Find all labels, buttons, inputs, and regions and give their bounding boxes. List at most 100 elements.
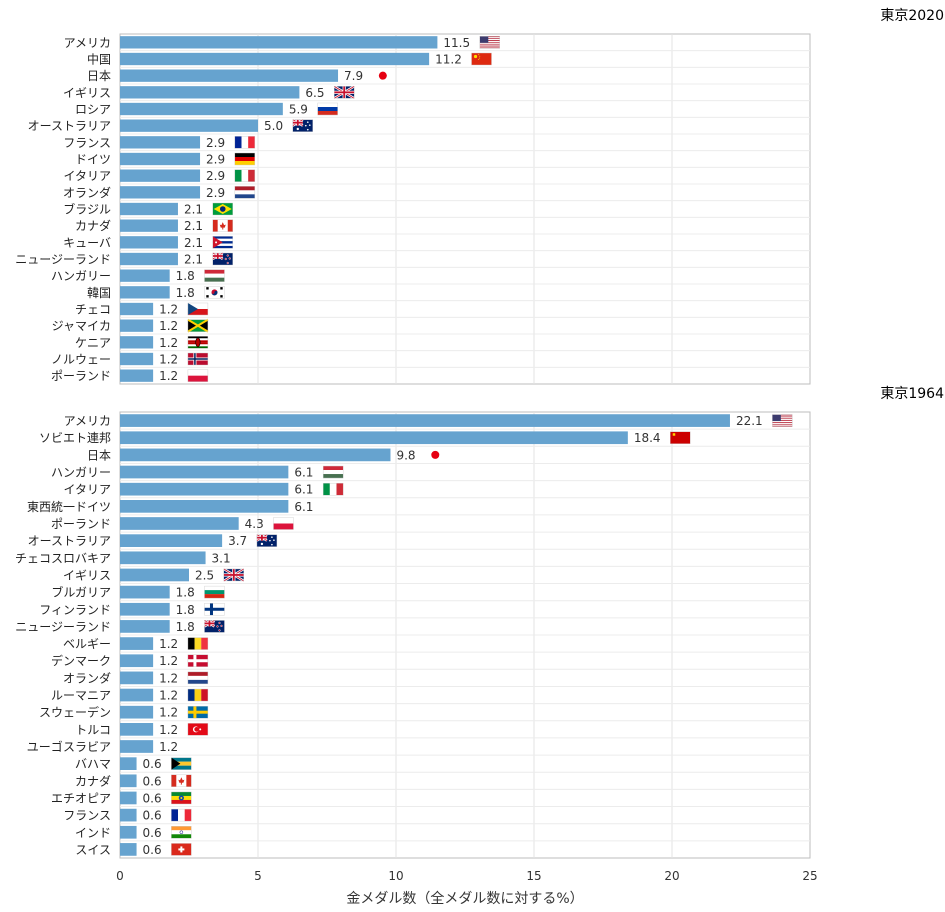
data-label: 1.2 xyxy=(159,336,178,350)
su-flag xyxy=(670,431,691,444)
category-label: イタリア xyxy=(63,169,111,183)
jm-flag xyxy=(187,318,209,333)
fr-flag xyxy=(171,808,192,822)
us-flag xyxy=(479,36,500,49)
bar xyxy=(120,637,154,650)
data-label: 2.1 xyxy=(184,203,203,217)
ch-flag xyxy=(171,843,192,856)
category-label: ニュージーランド xyxy=(15,620,111,634)
bar xyxy=(120,152,201,166)
cz-flag xyxy=(187,302,209,316)
data-label: 1.2 xyxy=(159,671,178,685)
bar xyxy=(120,36,438,49)
data-label: 11.2 xyxy=(435,53,462,67)
hu-flag xyxy=(204,269,225,282)
fi-flag xyxy=(204,603,225,616)
nz-flag xyxy=(203,619,225,633)
bs-flag xyxy=(171,757,192,770)
data-label: 3.7 xyxy=(228,534,247,548)
category-label: ハンガリー xyxy=(51,269,111,283)
category-label: アメリカ xyxy=(64,36,111,50)
category-label: ケニア xyxy=(75,336,111,350)
bar xyxy=(120,843,137,856)
x-tick-label: 20 xyxy=(664,869,679,883)
category-label: アメリカ xyxy=(64,414,111,428)
category-label: ポーランド xyxy=(51,369,111,383)
bar xyxy=(120,352,154,366)
data-label: 1.2 xyxy=(159,319,178,333)
data-label: 1.8 xyxy=(176,620,195,634)
bar xyxy=(120,602,170,616)
category-label: ブラジル xyxy=(63,202,111,217)
data-label: 0.6 xyxy=(143,774,162,788)
category-label: エチオピア xyxy=(51,791,111,805)
data-label: 0.6 xyxy=(143,757,162,771)
br-flag xyxy=(212,202,233,216)
x-axis-title: 金メダル数（全メダル数に対する%） xyxy=(346,890,583,907)
data-label: 1.8 xyxy=(176,269,195,283)
data-label: 1.2 xyxy=(159,723,178,737)
category-label: ニュージーランド xyxy=(15,253,111,267)
data-label: 2.9 xyxy=(206,136,225,150)
it-flag xyxy=(322,482,344,496)
bar xyxy=(120,585,170,599)
data-label: 2.9 xyxy=(206,186,225,200)
us-flag xyxy=(772,414,793,427)
bar xyxy=(120,774,137,788)
category-label: イギリス xyxy=(63,568,111,582)
bar xyxy=(120,369,154,382)
bar xyxy=(120,86,300,99)
data-label: 1.8 xyxy=(176,603,195,617)
data-label: 18.4 xyxy=(634,431,661,445)
category-label: チェコ xyxy=(75,303,111,317)
bar xyxy=(120,808,137,822)
dk-flag xyxy=(187,654,209,667)
data-label: 2.1 xyxy=(184,236,203,250)
data-label: 1.2 xyxy=(159,654,178,668)
nl-flag xyxy=(187,671,209,685)
be-flag xyxy=(187,637,209,650)
bg-flag xyxy=(204,585,225,599)
category-label: 日本 xyxy=(87,448,111,462)
de-flag xyxy=(234,152,256,166)
bar xyxy=(120,620,170,633)
data-label: 5.0 xyxy=(264,119,283,133)
category-label: ロシア xyxy=(75,103,111,117)
bar xyxy=(120,286,170,299)
bar xyxy=(120,791,137,805)
data-label: 2.5 xyxy=(195,568,214,582)
data-label: 6.5 xyxy=(305,86,324,100)
nz-flag xyxy=(212,251,233,266)
category-label: ユーゴスラビア xyxy=(27,739,111,754)
category-label: 韓国 xyxy=(87,286,111,300)
bar xyxy=(120,740,154,753)
category-label: ジャマイカ xyxy=(52,319,111,333)
bar xyxy=(120,448,391,462)
bar xyxy=(120,431,628,445)
data-label: 6.1 xyxy=(294,466,313,480)
category-label: フィンランド xyxy=(39,603,111,617)
bar xyxy=(120,219,178,232)
bar xyxy=(120,269,170,282)
category-label: スウェーデン xyxy=(39,705,111,720)
ru-flag xyxy=(317,102,338,116)
bar xyxy=(120,482,289,496)
category-label: キューバ xyxy=(63,236,111,250)
category-label: トルコ xyxy=(75,723,111,737)
bar xyxy=(120,236,178,249)
bar xyxy=(120,414,730,427)
bar xyxy=(120,705,154,719)
bar xyxy=(120,319,154,332)
category-label: ソビエト連邦 xyxy=(39,431,111,445)
data-label: 2.1 xyxy=(184,219,203,233)
ke-flag xyxy=(187,336,209,349)
category-label: オランダ xyxy=(63,670,111,685)
ca-flag xyxy=(212,219,233,232)
data-label: 2.9 xyxy=(206,169,225,183)
data-label: 0.6 xyxy=(143,843,162,857)
bar xyxy=(120,136,201,149)
data-label: 1.2 xyxy=(159,369,178,383)
category-label: チェコスロバキア xyxy=(15,551,111,565)
data-label: 3.1 xyxy=(212,551,231,565)
